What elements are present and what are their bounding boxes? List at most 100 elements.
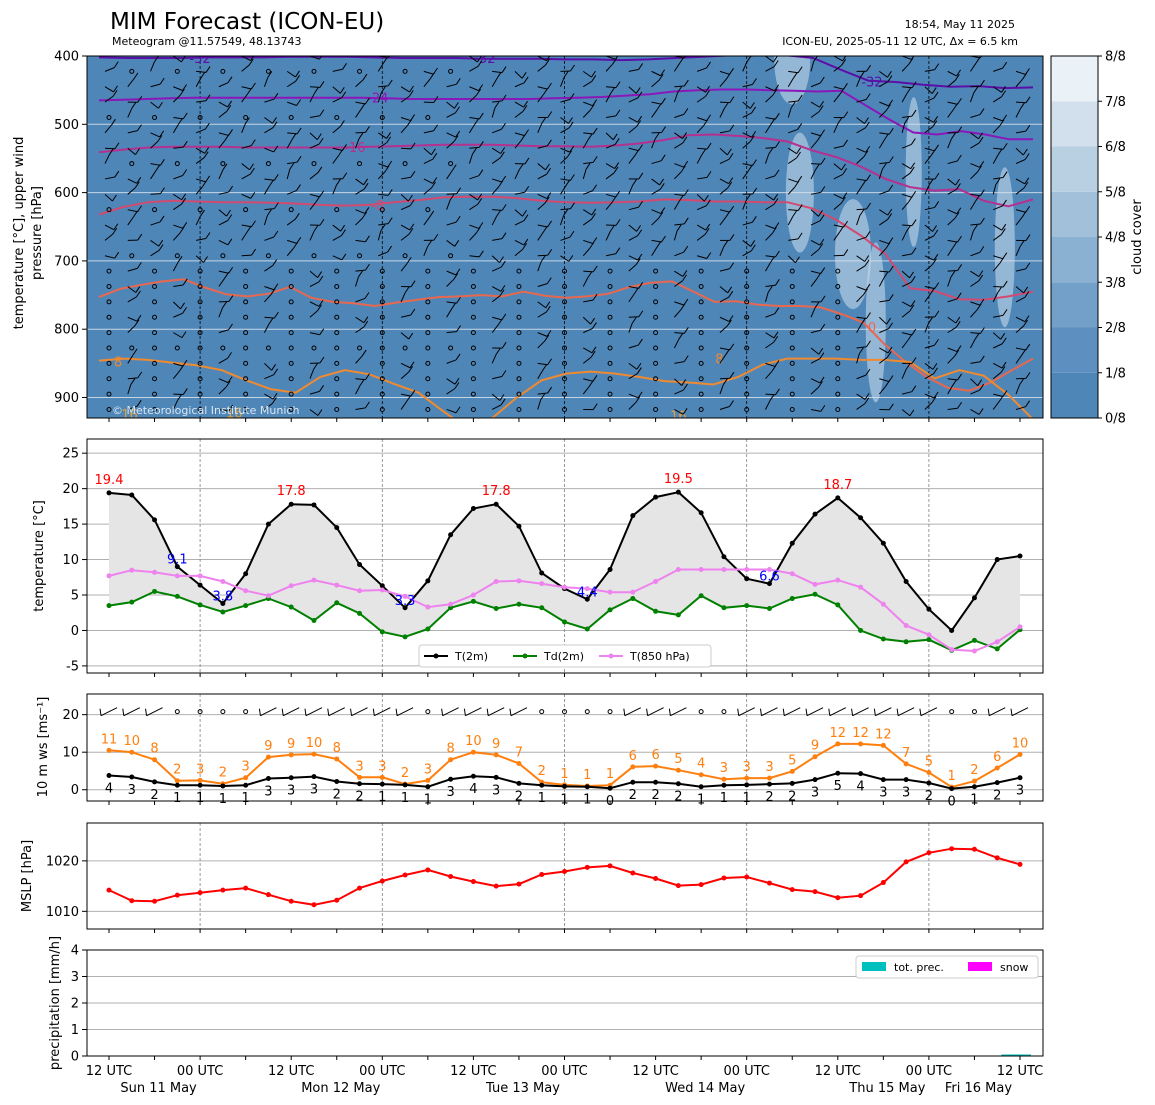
wind-barb (469, 94, 477, 103)
calm-marker (425, 268, 431, 274)
wind-barb-flag (317, 166, 323, 174)
wind-barb-flag (623, 708, 626, 716)
t850-point (402, 593, 408, 599)
wind-barb-flag (843, 249, 849, 256)
precipitation-ylabel: precipitation [mm/h] (48, 936, 63, 1070)
wind-speed-point (789, 780, 795, 786)
calm-marker (470, 284, 476, 290)
wind-barb (537, 261, 542, 272)
wind-barb-flag (476, 88, 482, 96)
wind-barb (514, 239, 525, 246)
t2m-point (379, 583, 385, 589)
wind-barb (993, 117, 1003, 122)
temperature-max-label: 18.7 (823, 478, 852, 493)
temperature-tick-label: 15 (62, 518, 79, 533)
wind-barb (970, 171, 978, 180)
calm-marker (425, 709, 431, 715)
gust-value-label: 10 (465, 734, 482, 749)
wind-speed-point (766, 781, 772, 787)
wind-barb (218, 408, 229, 412)
temperature-legend: T(2m) Td(2m) T(850 hPa) (418, 644, 712, 668)
wind-barb (150, 141, 159, 149)
calm-marker (653, 391, 659, 397)
isotherm--16 (98, 133, 1034, 208)
wind-barb-flag (746, 56, 752, 63)
wind-barb-flag (433, 96, 439, 103)
wind-barb-flag (1025, 262, 1031, 270)
wind-barb-flag (658, 211, 664, 219)
wind-barb-flag (454, 377, 460, 385)
calm-marker (106, 360, 112, 366)
temperature-extrema-labels: 19.49.13.817.83.317.84.419.56.618.7 (95, 472, 853, 609)
t850-point (334, 582, 340, 588)
wind-barb-flag (451, 302, 457, 309)
wind-barb-flag (383, 56, 389, 64)
calm-marker (607, 314, 613, 320)
wind-barb-flag (568, 121, 574, 129)
wind-barb (355, 326, 365, 334)
wind-barb-flag (705, 223, 711, 231)
mslp-point (698, 882, 704, 888)
legend-marker (433, 653, 439, 659)
wind-barb-flag (249, 163, 254, 171)
temperature-max-label: 17.8 (482, 484, 511, 499)
wind-speed-value-label: 1 (401, 791, 409, 806)
wind-barb-flag (797, 66, 803, 74)
td2m-point (493, 605, 499, 611)
wind-barb (423, 130, 434, 134)
wind-barb (218, 209, 227, 217)
t2m-point (607, 566, 613, 572)
wind-barb-flag (380, 86, 386, 93)
wind-barb-flag (634, 149, 640, 156)
wind-barb (537, 145, 548, 149)
wind-barb-flag (179, 364, 185, 372)
wind-barb (104, 233, 114, 241)
calm-marker (835, 330, 841, 336)
wind-barb (286, 80, 296, 88)
td2m-point (129, 599, 135, 605)
wind-barb (993, 177, 1004, 180)
wind-barb-flag (250, 139, 256, 146)
wind-barb-flag (456, 56, 458, 57)
wind-barb (309, 231, 315, 241)
wind-barb (993, 205, 1003, 211)
gust-value-label: 7 (902, 746, 910, 761)
wind-barb (332, 255, 343, 261)
wind-barb (765, 232, 773, 241)
calm-marker (334, 330, 340, 336)
wind-barb (856, 353, 860, 364)
t2m-point (1017, 553, 1023, 559)
wind-barb-flag (774, 250, 780, 258)
wind-barb (172, 262, 179, 272)
precipitation-tick-label: 3 (71, 970, 79, 985)
legend-entry: T(2m) (454, 650, 488, 663)
wind-barb-flag (957, 401, 963, 409)
wind-barb-flag (745, 194, 751, 201)
wind-speed-point (129, 774, 135, 780)
wind-barb-flag (523, 238, 529, 246)
wind-barb (560, 56, 562, 57)
wind-barb (537, 202, 546, 211)
wind-barb-flag (615, 81, 621, 88)
wind-barb-flag (978, 136, 984, 144)
wind-barb-flag (114, 142, 120, 150)
td2m-point (197, 602, 203, 608)
t2m-point (402, 605, 408, 611)
wind-barb (537, 224, 548, 228)
wind-barb-flag (930, 149, 936, 156)
t850-point (174, 573, 180, 579)
legend-box (418, 644, 712, 668)
wind-barb (355, 239, 366, 243)
wind-barb-flag (975, 56, 981, 64)
t850-point (425, 604, 431, 610)
wind-barb-flag (682, 136, 688, 144)
wind-barb (218, 278, 226, 287)
t850-point (630, 589, 636, 595)
t2m-point (516, 523, 522, 529)
wind-barb-flag (273, 311, 279, 319)
wind-barb (879, 70, 888, 78)
calm-marker (698, 268, 704, 274)
gust-value-label: 3 (765, 760, 773, 775)
wind-barb (674, 270, 684, 277)
